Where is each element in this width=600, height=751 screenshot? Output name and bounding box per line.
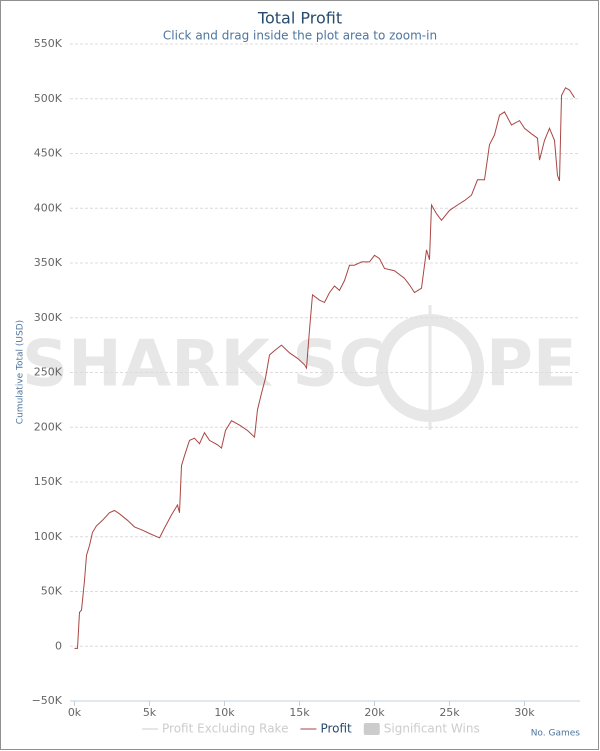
legend-item[interactable]: Profit (300, 722, 352, 736)
watermark: SHARK SC PE (22, 305, 577, 430)
x-axis-title: No. Games (531, 729, 581, 739)
x-tick-label: 25k (439, 706, 460, 719)
y-tick-label: 100K (34, 530, 63, 543)
legend-label: Significant Wins (384, 722, 480, 736)
y-tick-label: −50K (32, 694, 63, 707)
x-tick-label: 30k (514, 706, 535, 719)
watermark-logo (376, 314, 484, 422)
y-tick-label: 50K (41, 585, 63, 598)
y-tick-label: 150K (34, 475, 63, 488)
x-tick-label: 0k (68, 706, 82, 719)
legend-label: Profit (320, 722, 352, 736)
legend-item[interactable]: Significant Wins (363, 722, 480, 736)
watermark-text: SHARK SC (22, 328, 385, 402)
x-tick-label: 10k (214, 706, 235, 719)
y-axis-title: Cumulative Total (USD) (16, 320, 26, 424)
watermark-text: PE (486, 328, 577, 402)
x-tick-label: 5k (143, 706, 157, 719)
line-series (74, 87, 575, 649)
chart-title: Total Profit (257, 9, 342, 28)
legend-label: Profit Excluding Rake (162, 722, 288, 736)
y-tick-label: 350K (34, 256, 63, 269)
y-tick-label: 500K (34, 92, 63, 105)
y-tick-label: 300K (34, 311, 63, 324)
y-tick-label: 450K (34, 147, 63, 160)
y-tick-label: 550K (34, 37, 63, 50)
x-tick-label: 20k (364, 706, 385, 719)
chart-subtitle: Click and drag inside the plot area to z… (163, 29, 437, 43)
x-tick-label: 15k (289, 706, 310, 719)
legend-item[interactable]: Profit Excluding Rake (142, 722, 288, 736)
y-tick-label: 0 (55, 639, 62, 652)
y-tick-label: 400K (34, 201, 63, 214)
legend-swatch (363, 723, 380, 735)
y-tick-label: 200K (34, 420, 63, 433)
y-tick-label: 250K (34, 366, 63, 379)
